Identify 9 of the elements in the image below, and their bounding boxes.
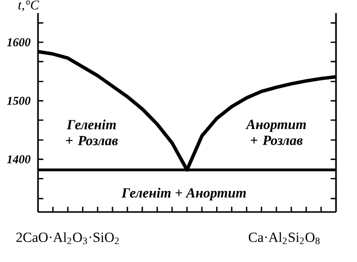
y-tick-label: 1600 — [7, 38, 30, 46]
annotation: Геленіт + Розлав — [66, 120, 118, 146]
text: 2CaO·Al$_{2}$O$_{3}$·SiO$_{2}$ — [16, 232, 119, 244]
annotation: Анортит + Розлав — [246, 120, 306, 146]
annotation: Геленіт + Анортит — [121, 188, 246, 200]
y-tick-label: 1500 — [7, 96, 30, 105]
y-axis-title: t,°C — [18, 0, 40, 12]
text: Ca·Al$_{2}$Si$_{2}$O$_{8}$ — [248, 232, 320, 244]
y-tick-label: 1400 — [7, 155, 30, 164]
